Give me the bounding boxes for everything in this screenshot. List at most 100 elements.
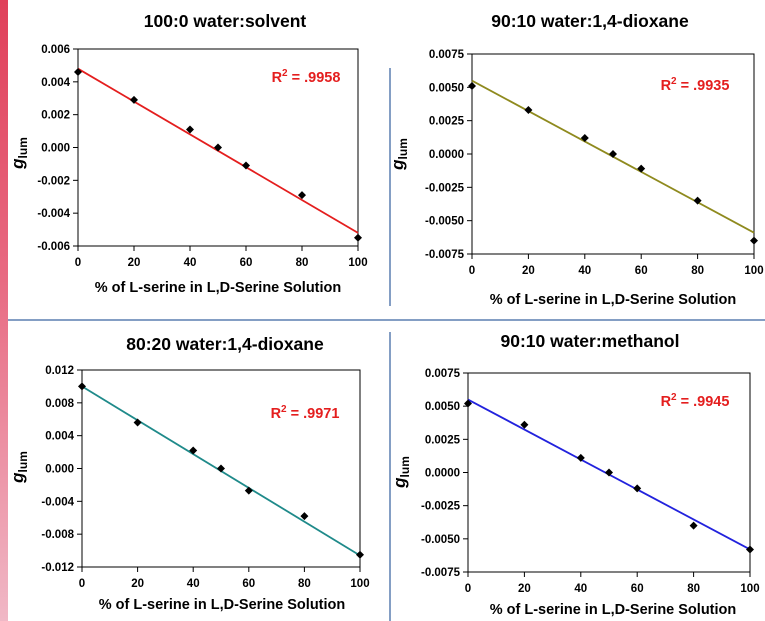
y-tick-label: -0.0075 — [425, 249, 465, 261]
chart-title: 90:10 water:1,4-dioxane — [491, 11, 689, 31]
chart-panel-4: 90:10 water:methanol glum % of L-serine … — [390, 331, 736, 618]
y-tick-label: 0.012 — [45, 365, 74, 377]
y-tick-label: -0.006 — [37, 241, 70, 253]
data-point — [214, 143, 222, 152]
plot-area-2: -0.0075 -0.0050 -0.0025 0.0000 0.0025 0.0050 0… — [425, 49, 764, 277]
data-point — [244, 486, 253, 495]
chart-panel-1: 100:0 water:solvent glum % of L-serine i… — [8, 11, 341, 296]
plot-area-1: -0.006 -0.004 -0.002 0.000 0.002 0.004 0.006 0 2… — [37, 44, 367, 269]
data-point — [633, 484, 642, 493]
data-point — [689, 521, 698, 530]
y-tick-label: 0.0000 — [425, 468, 460, 480]
y-tick-label: -0.008 — [41, 529, 74, 541]
y-tick-label: 0.0025 — [425, 434, 461, 446]
y-axis-label: glum — [388, 138, 410, 171]
x-tick-label: 80 — [298, 578, 311, 590]
y-tick-label: -0.012 — [41, 562, 74, 574]
y-tick-label: -0.0025 — [425, 182, 465, 194]
x-tick-label: 80 — [687, 583, 700, 595]
data-point — [217, 464, 225, 473]
data-point — [298, 191, 306, 200]
data-point — [520, 420, 529, 429]
plot-area-3: -0.012 -0.008 -0.004 0.000 0.004 0.008 0.012 0 2… — [41, 365, 369, 590]
y-tick-label: 0.000 — [45, 464, 74, 476]
data-point — [605, 468, 613, 477]
data-point — [746, 545, 754, 554]
data-point — [580, 134, 589, 142]
data-point — [637, 164, 646, 173]
x-tick-label: 60 — [635, 265, 648, 277]
x-tick-label: 40 — [187, 578, 200, 590]
x-tick-label: 40 — [578, 265, 591, 277]
x-tick-label: 20 — [518, 583, 531, 595]
data-point — [78, 382, 86, 391]
data-point — [74, 67, 82, 76]
chart-panel-3: 80:20 water:1,4-dioxane glum % of L-seri… — [8, 334, 345, 613]
y-tick-label: 0.000 — [41, 143, 70, 155]
x-tick-label: 60 — [631, 583, 644, 595]
x-tick-label: 20 — [131, 578, 144, 590]
x-tick-label: 0 — [79, 578, 85, 590]
data-point — [750, 236, 758, 245]
x-tick-label: 60 — [242, 578, 255, 590]
y-axis-label: glum — [8, 451, 30, 484]
x-tick-label: 100 — [740, 583, 759, 595]
x-tick-label: 0 — [465, 583, 471, 595]
data-point — [609, 150, 617, 158]
x-tick-label: 80 — [296, 257, 309, 269]
x-tick-label: 100 — [350, 578, 369, 590]
x-tick-label: 60 — [240, 257, 253, 269]
data-point — [354, 233, 362, 242]
chart-panel-2: 90:10 water:1,4-dioxane glum % of L-seri… — [388, 11, 736, 308]
chart-title: 90:10 water:methanol — [501, 331, 680, 351]
x-axis-label: % of L-serine in L,D-Serine Solution — [99, 597, 346, 613]
chart-title: 100:0 water:solvent — [144, 11, 307, 31]
y-tick-label: 0.002 — [41, 110, 70, 122]
data-point — [133, 418, 142, 427]
x-tick-label: 20 — [522, 265, 535, 277]
data-point — [189, 446, 198, 455]
x-tick-label: 40 — [184, 257, 197, 269]
y-tick-label: 0.008 — [45, 398, 74, 410]
left-edge-accent — [0, 0, 8, 621]
y-tick-label: 0.0000 — [429, 149, 464, 161]
chart-title: 80:20 water:1,4-dioxane — [126, 334, 324, 354]
plot-area-4: -0.0075 -0.0050 -0.0025 0.0000 0.0025 0.0050 0… — [421, 368, 760, 595]
y-tick-label: -0.0025 — [421, 501, 461, 513]
y-tick-label: -0.004 — [41, 496, 74, 508]
data-point — [464, 399, 472, 408]
x-axis-label: % of L-serine in L,D-Serine Solution — [490, 292, 737, 308]
data-point — [693, 196, 702, 205]
y-tick-label: -0.0050 — [421, 534, 460, 546]
x-tick-label: 40 — [574, 583, 587, 595]
x-tick-label: 80 — [691, 265, 704, 277]
r-squared-label: R2 = .9945 — [661, 392, 730, 410]
y-tick-label: 0.004 — [41, 77, 70, 89]
y-tick-label: 0.0050 — [429, 82, 464, 94]
r-squared-label: R2 = .9958 — [272, 68, 341, 86]
y-tick-label: -0.002 — [37, 175, 70, 187]
r-squared-label: R2 = .9971 — [271, 404, 340, 422]
y-tick-label: 0.0025 — [429, 116, 465, 128]
y-tick-label: 0.0075 — [429, 49, 465, 61]
data-point — [242, 161, 250, 170]
data-point — [524, 106, 533, 114]
x-tick-label: 0 — [75, 257, 81, 269]
data-point — [300, 512, 309, 521]
y-tick-label: 0.004 — [45, 431, 74, 443]
y-tick-label: -0.004 — [37, 208, 70, 220]
y-tick-label: 0.0050 — [425, 401, 460, 413]
y-tick-label: 0.0075 — [425, 368, 461, 380]
y-axis-label: glum — [390, 456, 412, 489]
x-axis-label: % of L-serine in L,D-Serine Solution — [490, 602, 737, 618]
y-tick-label: 0.006 — [41, 44, 70, 56]
x-tick-label: 20 — [128, 257, 141, 269]
data-point — [576, 453, 585, 462]
data-point — [130, 95, 138, 104]
data-point — [468, 82, 476, 90]
r-squared-label: R2 = .9935 — [661, 76, 730, 94]
x-tick-label: 100 — [744, 265, 763, 277]
y-tick-label: -0.0075 — [421, 567, 461, 579]
data-point — [356, 550, 364, 559]
